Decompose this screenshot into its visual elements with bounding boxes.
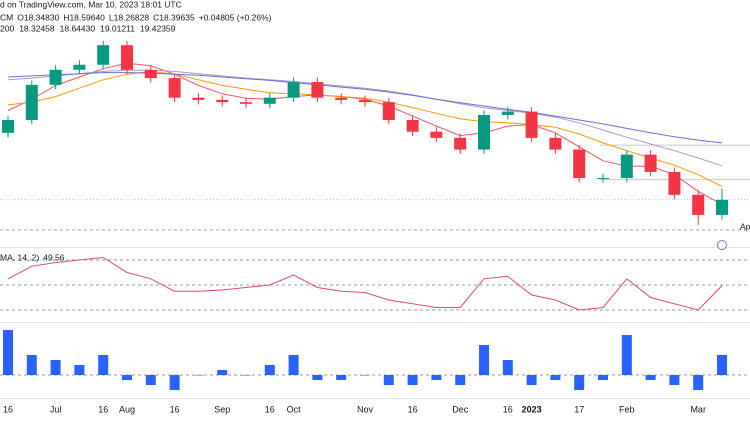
histogram-bar	[336, 375, 347, 380]
x-tick-label: 16	[170, 404, 180, 414]
histogram-bar	[621, 335, 632, 375]
candle-body	[478, 114, 490, 150]
header-ohlc: +0.04805 (+0.26%)	[199, 12, 272, 22]
x-tick-label: 16	[503, 404, 513, 414]
histogram-bar	[312, 375, 323, 380]
header-ohlc: O18.34830	[17, 12, 59, 22]
header-ohlc: C18.39635	[153, 12, 195, 22]
histogram-bar	[74, 365, 85, 375]
rsi-value: 49.56	[43, 252, 65, 262]
histogram-bar	[550, 375, 561, 380]
x-tick-label: Nov	[357, 404, 374, 414]
candle-body	[335, 97, 348, 100]
candle-body	[311, 82, 324, 98]
candle-body	[144, 69, 157, 79]
candle-body	[644, 154, 657, 172]
x-tick-label: 16	[98, 404, 108, 414]
candle-body	[525, 111, 538, 138]
header-ma: 200	[0, 23, 14, 33]
header-ma: 19.42359	[140, 23, 176, 33]
histogram-bar	[169, 375, 180, 390]
candle-body	[73, 64, 86, 70]
price-label: Apr 2	[740, 221, 750, 231]
histogram-bar	[717, 355, 727, 375]
x-tick-label: Feb	[619, 404, 635, 414]
histogram-bar	[574, 375, 585, 390]
histogram-bar	[217, 370, 228, 375]
histogram-bar	[360, 375, 370, 376]
x-tick-label: 16	[265, 404, 275, 414]
histogram-bar	[288, 355, 299, 375]
histogram-bar	[145, 375, 156, 385]
candle-body	[121, 45, 133, 70]
candle-body	[692, 194, 705, 215]
histogram-bar	[264, 365, 275, 375]
x-tick-label: 16	[3, 404, 13, 414]
candle-body	[2, 120, 14, 133]
x-tick-label: 2023	[522, 404, 542, 414]
header-ohlc: CM	[0, 12, 13, 22]
candle-body	[216, 99, 229, 103]
histogram-bar	[193, 375, 204, 376]
header-source: d on TradingView.com, Mar 10, 2023 18:01…	[0, 0, 182, 9]
histogram-bar	[407, 375, 418, 385]
x-tick-label: Mar	[690, 404, 706, 414]
candle-body	[620, 154, 633, 179]
histogram-bar	[122, 375, 132, 380]
x-tick-label: 16	[408, 404, 418, 414]
header-ma: 18.32458	[19, 23, 55, 33]
candle-body	[97, 45, 110, 65]
histogram-bar	[383, 375, 394, 385]
header-ma: 19.01211	[100, 23, 135, 33]
x-tick-label: Aug	[119, 404, 135, 414]
candle-body	[192, 97, 205, 100]
candle-body	[287, 82, 300, 98]
header-ma: 18.64430	[60, 23, 96, 33]
histogram-bar	[98, 355, 109, 375]
candle-body	[430, 131, 443, 138]
histogram-bar	[693, 375, 704, 390]
header-ohlc: H18.59640	[63, 12, 105, 22]
candle-body	[359, 99, 371, 103]
histogram-bar	[526, 375, 537, 385]
candle-body	[49, 69, 62, 85]
candle-body	[668, 171, 681, 195]
candle-body	[716, 199, 728, 215]
candle-body	[549, 137, 562, 150]
candle-body	[168, 78, 181, 98]
histogram-bar	[241, 375, 251, 376]
histogram-bar	[669, 375, 680, 385]
histogram-bar	[431, 375, 442, 380]
histogram-bar	[3, 330, 13, 375]
candle-body	[573, 149, 586, 179]
histogram-bar	[26, 355, 37, 375]
x-tick-label: Sep	[214, 404, 230, 414]
histogram-bar	[645, 375, 656, 380]
x-tick-label: Dec	[452, 404, 469, 414]
candle-body	[597, 178, 609, 180]
rsi-label: MA, 14, 2)	[0, 252, 39, 262]
candle-body	[501, 111, 514, 115]
histogram-bar	[455, 375, 466, 385]
candle-body	[382, 102, 395, 120]
histogram-bar	[479, 345, 489, 375]
x-tick-label: Oct	[287, 404, 302, 414]
header-ohlc: L18.26828	[109, 12, 149, 22]
candle-body	[263, 97, 276, 104]
event-marker[interactable]	[717, 240, 727, 250]
candle-body	[25, 84, 38, 120]
candle-body	[406, 120, 419, 132]
x-tick-label: Jul	[50, 404, 62, 414]
histogram-bar	[50, 360, 61, 375]
candle-body	[240, 102, 252, 104]
x-tick-label: 17	[574, 404, 584, 414]
histogram-bar	[502, 360, 513, 375]
candle-body	[454, 137, 467, 150]
rsi-line	[7, 256, 723, 311]
histogram-bar	[598, 375, 608, 380]
